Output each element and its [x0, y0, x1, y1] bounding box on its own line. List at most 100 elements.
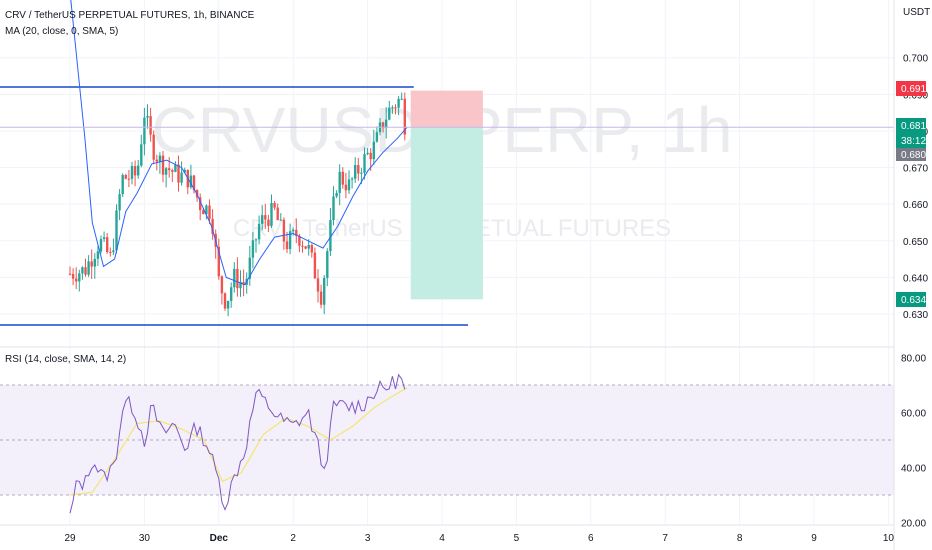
candle-body — [254, 239, 258, 241]
candle-body — [329, 220, 332, 252]
candle-body — [298, 235, 301, 246]
candle-body — [319, 291, 323, 305]
candle-body — [177, 164, 180, 183]
candle-body — [171, 170, 174, 172]
candle-body — [78, 273, 81, 282]
candle-body — [71, 273, 75, 279]
candle-body — [75, 278, 78, 282]
candle-body — [313, 252, 317, 279]
symbol-title[interactable]: CRV / TetherUS PERPETUAL FUTURES, 1h, BI… — [5, 10, 255, 21]
candle-body — [369, 152, 372, 160]
candle-body — [282, 219, 286, 242]
candle-body — [279, 219, 282, 221]
ma-line — [70, 0, 408, 286]
candle-body — [217, 246, 220, 277]
candle-body — [230, 287, 233, 301]
candle-body — [344, 184, 348, 191]
candle-body — [236, 268, 239, 289]
candle-body — [316, 278, 320, 292]
short-position-tool[interactable] — [410, 90, 483, 300]
last-price-tag: 0.681 — [901, 121, 926, 132]
candle-body — [124, 175, 127, 179]
time-tick: 10 — [883, 533, 895, 544]
candle-body — [385, 119, 388, 129]
candle-body — [112, 250, 115, 253]
candle-body — [158, 155, 162, 162]
candle-body — [239, 281, 242, 289]
take-profit-zone[interactable] — [410, 127, 483, 300]
time-tick: 6 — [588, 533, 594, 544]
time-tick: 9 — [811, 533, 817, 544]
candle-body — [130, 166, 134, 179]
candle-body — [251, 240, 255, 258]
candle-body — [267, 219, 270, 226]
candle-body — [109, 251, 112, 253]
candle-body — [90, 261, 93, 267]
candle-body — [121, 175, 124, 195]
ma-price-tag-bg — [896, 148, 926, 161]
candle-body — [375, 132, 379, 142]
candle-body — [96, 251, 100, 259]
candle-body — [323, 278, 326, 305]
candle-body — [307, 245, 310, 249]
horizontal-levels[interactable] — [0, 86, 469, 326]
time-tick: 7 — [662, 533, 668, 544]
ma-price-tag: 0.680 — [901, 150, 926, 161]
rsi-ma-line — [69, 387, 408, 496]
ma-legend[interactable]: MA (20, close, 0, SMA, 5) — [5, 26, 118, 37]
candle-body — [143, 117, 146, 145]
candle-body — [332, 196, 335, 221]
price-tick: 0.660 — [903, 200, 928, 211]
candle-body — [347, 179, 351, 191]
target-price-tag-bg — [896, 292, 926, 307]
candle-body — [205, 205, 208, 215]
candle-body — [288, 231, 292, 250]
candle-body — [127, 178, 131, 180]
candle-body — [161, 155, 165, 175]
candle-body — [68, 273, 72, 275]
candle-body — [242, 281, 245, 285]
rsi-legend[interactable]: RSI (14, close, SMA, 14, 2) — [5, 354, 126, 365]
time-axis[interactable]: 29 30 Dec 2 3 4 5 6 7 8 9 10 — [64, 533, 894, 544]
candle-body — [81, 267, 84, 274]
candle-body — [285, 241, 289, 250]
candle-body — [192, 175, 196, 191]
time-tick: 4 — [439, 533, 445, 544]
candle-body — [261, 215, 264, 224]
candle-body — [118, 194, 121, 211]
price-tick: 0.650 — [903, 237, 928, 248]
candle-body — [341, 171, 344, 185]
candle-body — [301, 245, 304, 247]
candle-body — [357, 165, 360, 174]
candle-body — [403, 98, 406, 135]
candle-body — [273, 203, 276, 208]
candle-body — [233, 268, 236, 288]
candle-body — [102, 237, 106, 240]
candle-body — [137, 165, 140, 176]
candle-body — [174, 164, 177, 172]
candle-body — [366, 152, 369, 155]
candle-body — [183, 169, 186, 173]
candle-body — [381, 122, 385, 129]
candle-body — [152, 134, 155, 160]
rsi-line — [69, 373, 406, 514]
time-tick: 8 — [737, 533, 743, 544]
time-tick: 5 — [514, 533, 520, 544]
rsi-axis[interactable]: 80.00 60.00 40.00 20.00 — [901, 354, 926, 530]
time-tick: 29 — [64, 533, 76, 544]
candle-body — [220, 276, 224, 294]
candle-body — [106, 237, 109, 252]
candle-body — [115, 210, 118, 251]
stop-loss-zone[interactable] — [410, 90, 483, 128]
candle-body — [400, 98, 403, 100]
candle-body — [360, 172, 363, 174]
candle-body — [155, 159, 158, 162]
candle-body — [99, 239, 103, 252]
currency-label: USDT — [903, 7, 930, 18]
candle-body — [189, 175, 193, 188]
candle-body — [310, 245, 313, 253]
candle-body — [270, 203, 273, 226]
candle-body — [93, 258, 96, 267]
price-tick: 0.700 — [903, 54, 928, 65]
